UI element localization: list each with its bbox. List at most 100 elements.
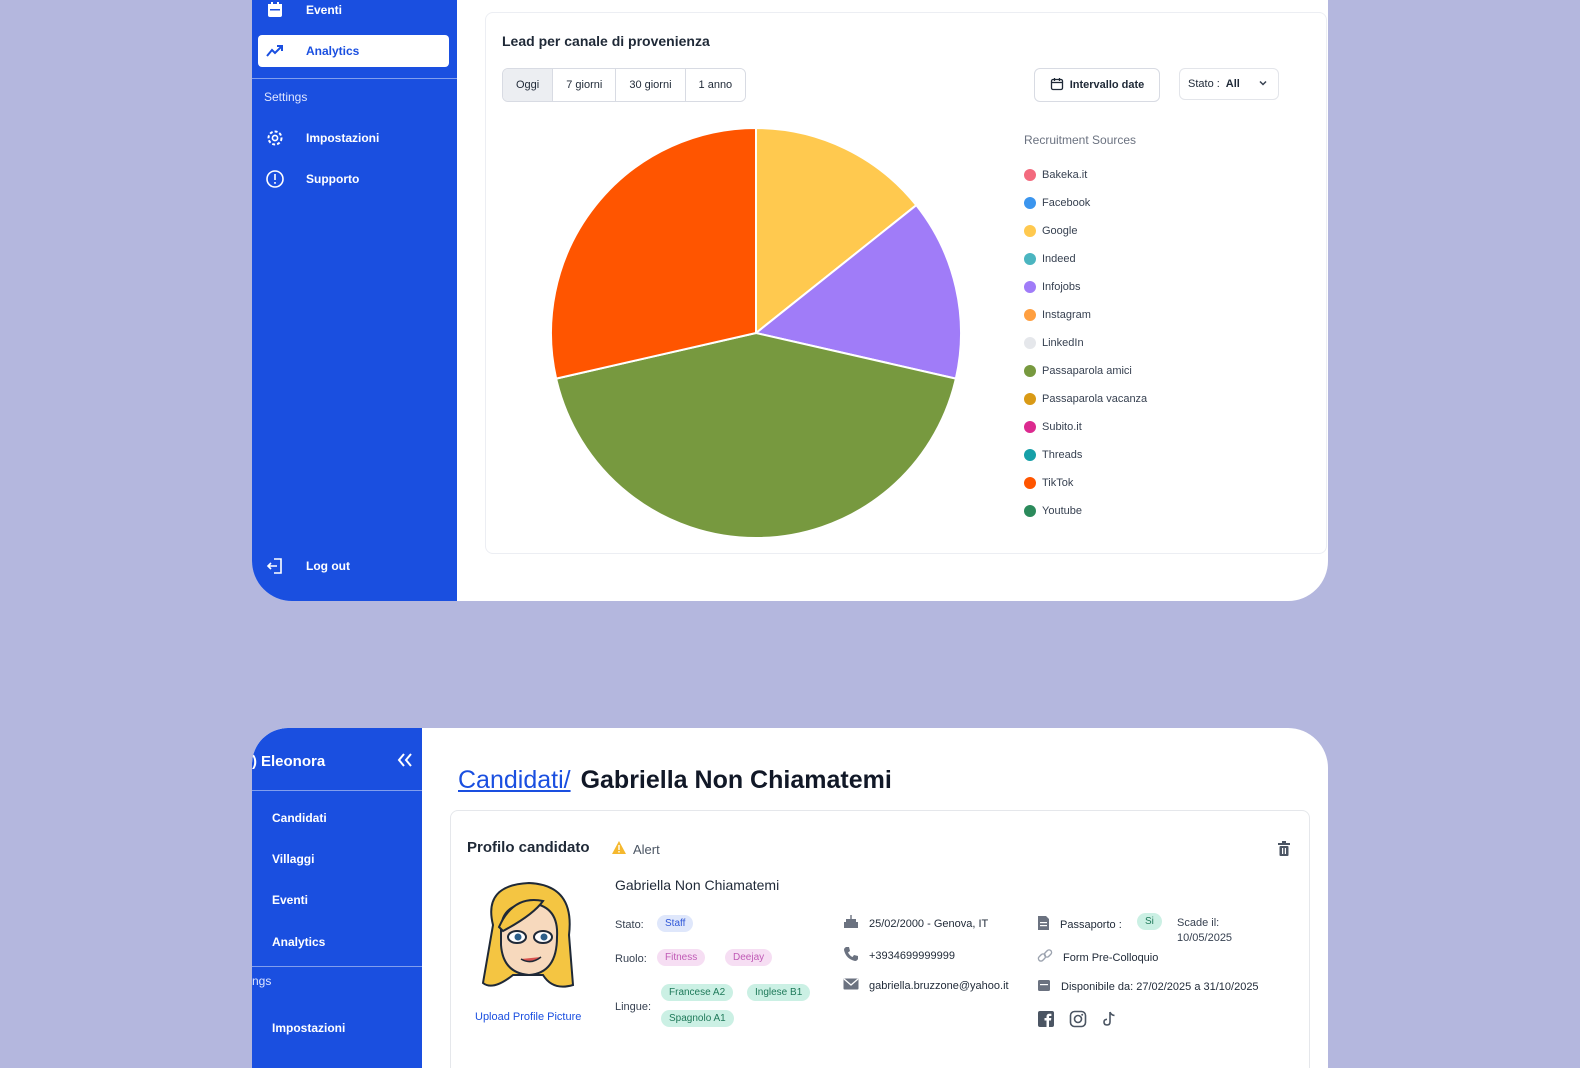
sidebar-item-analytics[interactable]: Analytics	[258, 35, 449, 67]
legend-swatch	[1024, 449, 1036, 461]
trend-icon	[264, 40, 286, 62]
sidebar-item-label: Eventi	[306, 3, 343, 17]
legend-item[interactable]: Youtube	[1024, 497, 1147, 525]
instagram-icon[interactable]	[1069, 1010, 1087, 1033]
pie-slice-passaparola-amici[interactable]	[554, 331, 958, 539]
sidebar-item-candidati[interactable]: Candidati	[252, 802, 422, 834]
legend-item[interactable]: Indeed	[1024, 245, 1147, 273]
date-range-label: Intervallo date	[1069, 79, 1145, 91]
legend-label: Passaparola amici	[1042, 365, 1132, 377]
breadcrumb-candidati-link[interactable]: Candidati/	[458, 766, 571, 794]
legend-swatch	[1024, 281, 1036, 293]
legend-swatch	[1024, 505, 1036, 517]
legend-title: Recruitment Sources	[1024, 133, 1137, 147]
tiktok-icon[interactable]	[1101, 1010, 1119, 1033]
alert-indicator[interactable]: Alert	[611, 840, 660, 858]
lingua-badge: Spagnolo A1	[661, 1010, 734, 1027]
sidebar: ) Eleonora Candidati Villaggi Eventi Ana…	[252, 728, 422, 1068]
range-30-giorni-button[interactable]: 30 giorni	[615, 69, 685, 101]
warning-icon	[611, 840, 627, 858]
date-range-button[interactable]: Intervallo date	[1034, 68, 1160, 102]
availability-info: Disponibile da: 27/02/2025 a 31/10/2025	[1037, 978, 1259, 995]
legend-swatch	[1024, 309, 1036, 321]
phone-text: +3934699999999	[869, 949, 955, 962]
legend-item[interactable]: Passaparola amici	[1024, 357, 1147, 385]
user-row: ) Eleonora	[252, 748, 422, 774]
candidate-window: ) Eleonora Candidati Villaggi Eventi Ana…	[252, 728, 1328, 1068]
legend-label: Subito.it	[1042, 421, 1082, 433]
legend-item[interactable]: Subito.it	[1024, 413, 1147, 441]
facebook-icon[interactable]	[1037, 1010, 1055, 1033]
legend-item[interactable]: Instagram	[1024, 301, 1147, 329]
legend-item[interactable]: Passaparola vacanza	[1024, 385, 1147, 413]
sidebar-divider	[252, 78, 457, 79]
page-title: Gabriella Non Chiamatemi	[580, 766, 892, 794]
legend-label: Passaparola vacanza	[1042, 393, 1148, 405]
scade-date: 10/05/2025	[1177, 932, 1233, 944]
lingua-badge: Inglese B1	[747, 984, 811, 1001]
availability-text: Disponibile da: 27/02/2025 a 31/10/2025	[1061, 980, 1259, 993]
legend-item[interactable]: Infojobs	[1024, 273, 1147, 301]
legend-swatch	[1024, 393, 1036, 405]
legend-item[interactable]: Bakeka.it	[1024, 161, 1147, 189]
logout-icon	[264, 555, 286, 577]
sidebar-item-label: Impostazioni	[306, 131, 380, 145]
legend-label: Youtube	[1042, 505, 1082, 517]
sidebar-item-label: Candidati	[272, 811, 327, 825]
sidebar-item-eventi[interactable]: Eventi	[252, 884, 422, 916]
range-selector: Oggi 7 giorni 30 giorni 1 anno	[502, 68, 747, 102]
email-info: gabriella.bruzzone@yahoo.it	[843, 978, 1009, 993]
cake-icon	[843, 915, 859, 932]
sidebar-item-label: Supporto	[306, 172, 360, 186]
avatar	[473, 875, 585, 1000]
sidebar-item-analytics[interactable]: Analytics	[252, 926, 422, 958]
ruolo-badge: Deejay	[725, 949, 773, 966]
pie-slice-tiktok[interactable]	[550, 126, 757, 380]
stato-select[interactable]: Stato : All	[1179, 68, 1279, 100]
legend-item[interactable]: Threads	[1024, 441, 1147, 469]
scade-label: Scade il:	[1177, 917, 1220, 929]
range-oggi-button[interactable]: Oggi	[503, 69, 553, 101]
trash-icon[interactable]	[1277, 841, 1291, 862]
pie-slice-infojobs[interactable]	[753, 203, 962, 380]
sidebar-item-label: Analytics	[306, 44, 360, 58]
birth-text: 25/02/2000 - Genova, IT	[869, 917, 989, 930]
sidebar-item-impostazioni[interactable]: Impostazioni	[252, 122, 457, 154]
birth-info: 25/02/2000 - Genova, IT	[843, 915, 988, 932]
profile-card: Profilo candidato Alert	[450, 810, 1310, 1068]
pie-slice-google[interactable]	[755, 126, 918, 336]
legend-swatch	[1024, 477, 1036, 489]
sidebar-item-eventi[interactable]: Eventi	[252, 0, 457, 26]
lingue-label: Lingue:	[615, 1001, 652, 1013]
sidebar-item-villaggi[interactable]: Villaggi	[252, 843, 422, 875]
legend-item[interactable]: Google	[1024, 217, 1147, 245]
form-link[interactable]: Form Pre-Colloquio	[1037, 948, 1158, 967]
user-avatar-edge: )	[252, 752, 257, 770]
link-icon	[1037, 948, 1053, 967]
alert-label: Alert	[633, 841, 660, 857]
stato-label: Stato:	[615, 919, 644, 931]
legend-item[interactable]: TikTok	[1024, 469, 1147, 497]
gear-icon	[264, 127, 286, 149]
legend-label: Facebook	[1042, 197, 1091, 209]
page-header: Candidati/ Gabriella Non Chiamatemi	[458, 766, 892, 795]
legend-item[interactable]: LinkedIn	[1024, 329, 1147, 357]
legend-swatch	[1024, 421, 1036, 433]
email-text: gabriella.bruzzone@yahoo.it	[869, 979, 1009, 992]
legend-item[interactable]: Facebook	[1024, 189, 1147, 217]
chevron-down-icon	[1258, 78, 1268, 91]
legend-swatch	[1024, 197, 1036, 209]
sidebar-item-impostazioni[interactable]: Impostazioni	[252, 1012, 422, 1044]
legend-label: Threads	[1042, 449, 1083, 461]
sidebar-item-label: Villaggi	[272, 852, 315, 866]
chart-legend: Bakeka.it Facebook Google Indeed Infojobs Ins…	[1024, 161, 1147, 525]
sidebar-divider	[252, 966, 422, 967]
sidebar-item-supporto[interactable]: Supporto	[252, 163, 457, 195]
upload-profile-picture-link[interactable]: Upload Profile Picture	[475, 1011, 582, 1023]
collapse-sidebar-icon[interactable]	[396, 752, 414, 773]
range-7-giorni-button[interactable]: 7 giorni	[552, 69, 616, 101]
stato-badge: Staff	[657, 915, 694, 932]
logout-button[interactable]: Log out	[252, 550, 457, 582]
sidebar-item-label: Impostazioni	[272, 1021, 346, 1035]
range-1-anno-button[interactable]: 1 anno	[684, 69, 746, 101]
